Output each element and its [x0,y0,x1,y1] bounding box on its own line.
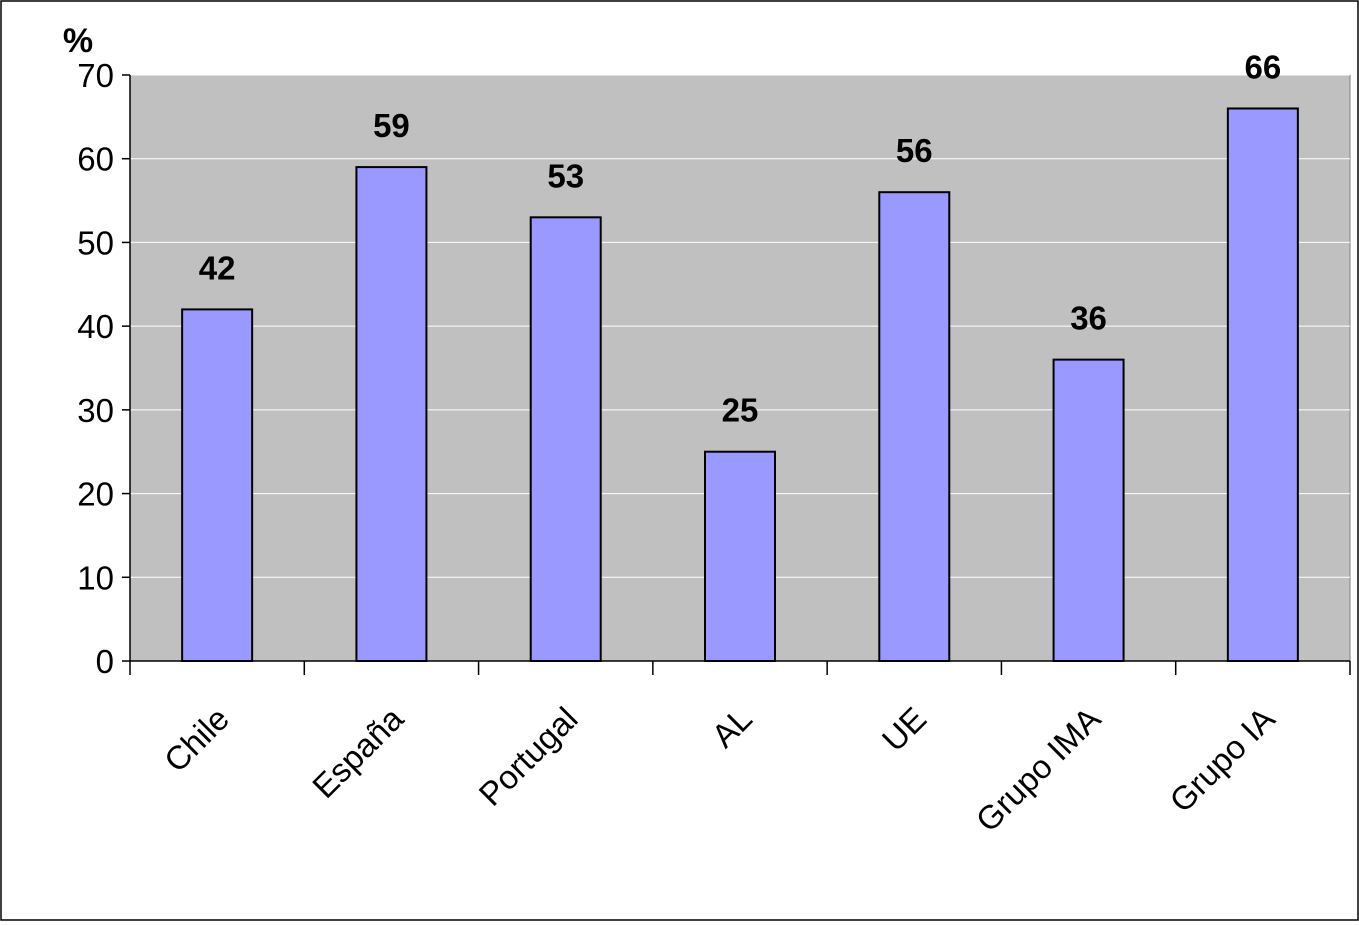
bars [181,107,1299,663]
bar-españa [355,166,428,662]
bar-grupo-ima [1052,358,1125,662]
y-tick-label: 20 [77,476,114,513]
y-tick-label: 30 [77,392,114,429]
y-axis-title: % [63,22,93,60]
y-tick-label: 10 [77,559,114,596]
data-label: 42 [199,249,236,286]
y-tick-label: 50 [77,224,114,261]
data-label: 59 [373,107,410,144]
bar-ue [878,191,951,662]
bar-chile [181,308,254,662]
y-tick-labels: 0 10 20 30 40 50 60 70 [77,57,114,680]
y-tick-label: 0 [96,643,114,680]
data-label: 53 [547,157,584,194]
data-label: 66 [1244,48,1281,85]
y-tick-label: 70 [77,57,114,94]
y-tick-label: 40 [77,308,114,345]
bar-grupo-ia [1226,107,1299,662]
data-label: 36 [1070,300,1107,337]
data-labels: 42 59 53 25 56 36 66 [199,48,1281,428]
data-label: 25 [722,392,759,429]
bar-portugal [529,216,602,662]
y-tick-label: 60 [77,141,114,178]
data-label: 56 [896,132,933,169]
bar-al [704,450,776,663]
axes [122,74,1351,675]
